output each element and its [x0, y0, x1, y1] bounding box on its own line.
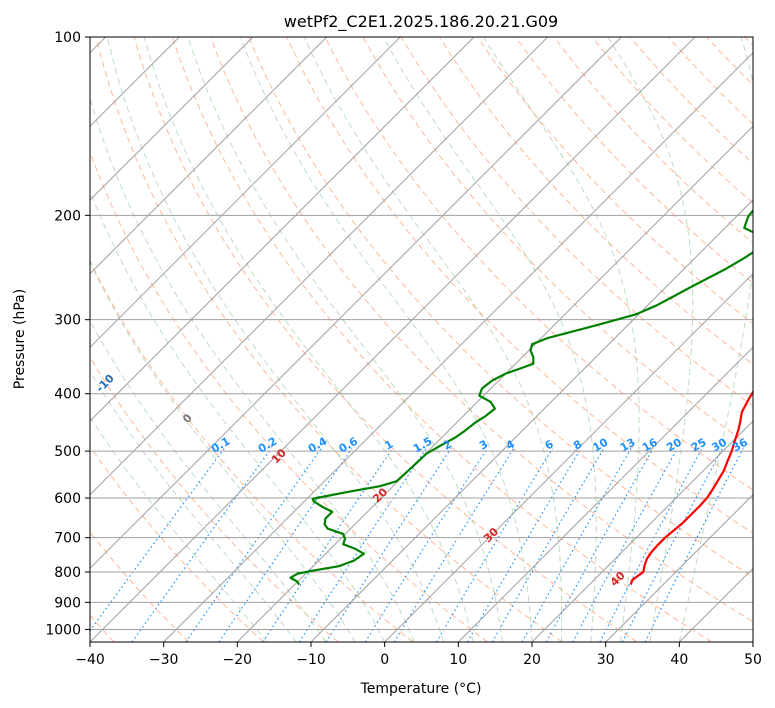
moist-adiabat [90, 260, 356, 642]
moist-adiabat [607, 37, 694, 642]
mixing-ratio-line [262, 448, 393, 642]
moist-adiabat [90, 319, 327, 642]
moist-adiabat [90, 370, 297, 642]
isotherm [236, 125, 753, 642]
mixing-ratio-line [90, 448, 225, 632]
x-tick-label: −10 [296, 652, 326, 668]
moist-adiabat [90, 189, 386, 642]
y-tick-label: 400 [54, 387, 81, 403]
y-tick-label: 800 [54, 565, 81, 581]
line-labels: -100-90-80-70-60-50-40-30-20-10010203040… [94, 372, 751, 590]
moist-adiabat [678, 37, 753, 642]
isotherm [90, 37, 328, 275]
y-tick-label: 700 [54, 531, 81, 547]
dry-adiabat [90, 259, 414, 642]
isotherm [163, 51, 753, 642]
moist-adiabat [143, 37, 474, 642]
moist-adiabat [106, 37, 445, 642]
dry-adiabat [324, 37, 753, 491]
moist-adiabat [187, 37, 504, 642]
mixing-ratio-line [521, 448, 632, 642]
x-tick-label: −30 [149, 652, 179, 668]
dewpoint-line [289, 208, 753, 586]
x-tick-label: 30 [597, 652, 615, 668]
x-tick-label: −40 [75, 652, 105, 668]
mixing-ratio-line [364, 448, 488, 642]
moist-adiabat [303, 37, 563, 642]
isotherm [90, 37, 254, 201]
y-tick-label: 500 [54, 444, 81, 460]
background-lines [90, 37, 753, 642]
isotherm [605, 493, 753, 642]
y-tick-label: 1000 [45, 622, 81, 638]
y-tick-label: 600 [54, 491, 81, 507]
isotherm [90, 37, 549, 496]
isotherm [90, 37, 622, 570]
profile-lines [289, 208, 753, 586]
moist-adiabat [383, 37, 597, 642]
x-tick-label: 10 [449, 652, 467, 668]
y-tick-label: 100 [54, 30, 81, 46]
x-axis-title: Temperature (°C) [360, 681, 482, 697]
mixing-ratio-line [325, 448, 452, 642]
axes: −40 −30 −20 −10 0 10 20 30 40 50 100 200 300 400 500 60… [45, 30, 762, 668]
mixing-ratio-line [218, 448, 353, 642]
y-tick-label: 200 [54, 208, 81, 224]
dry-adiabat [210, 37, 753, 623]
x-tick-label: 50 [744, 652, 762, 668]
isotherm [384, 272, 753, 642]
dry-adiabat [95, 37, 563, 642]
moist-adiabat [482, 37, 640, 642]
plot-frame [89, 36, 754, 643]
y-tick-label: 900 [54, 595, 81, 611]
x-tick-label: 40 [670, 652, 688, 668]
isotherm [531, 420, 753, 642]
isotherm [90, 37, 696, 642]
dry-adiabat [248, 37, 753, 578]
mixing-ratio-line [435, 448, 553, 642]
isotherm [90, 37, 475, 422]
moist-adiabat [239, 37, 533, 642]
isotherm [90, 37, 401, 349]
x-tick-label: 20 [523, 652, 541, 668]
mixing-ratio-line [466, 448, 582, 642]
dry-adiabat [133, 37, 638, 642]
y-tick-label: 300 [54, 313, 81, 329]
temperature-line [629, 389, 753, 585]
x-tick-label: 0 [380, 652, 389, 668]
moist-adiabat [90, 416, 268, 642]
mixing-ratio-line [644, 448, 744, 642]
mixing-ratio-line [621, 448, 723, 642]
isotherm [310, 199, 753, 642]
x-tick-label: −20 [223, 652, 253, 668]
dry-adiabat [515, 37, 753, 284]
isotherm [457, 346, 753, 642]
dry-adiabat [90, 445, 264, 642]
dry-adiabat [286, 37, 753, 534]
dry-adiabat [171, 37, 712, 642]
chart-title: wetPf2_C2E1.2025.186.20.21.G09 [284, 12, 558, 32]
y-axis-title: Pressure (hPa) [12, 289, 28, 389]
mixing-ratio-line [298, 448, 427, 642]
